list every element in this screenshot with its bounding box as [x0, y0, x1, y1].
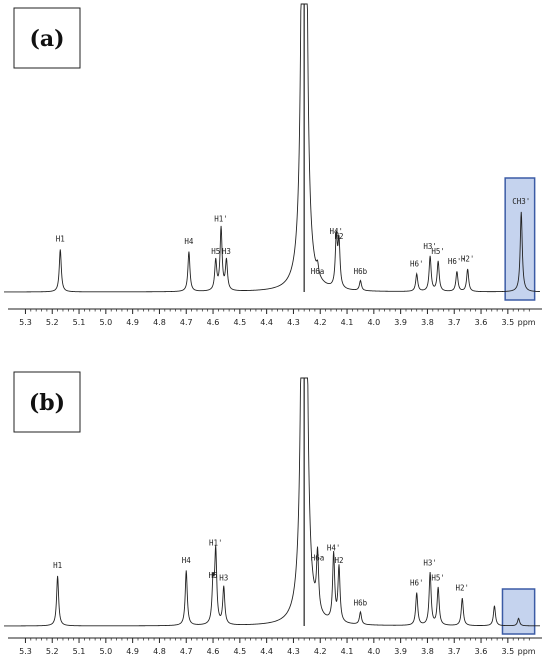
x-tick-label: 5.3: [19, 647, 32, 656]
x-tick-label: 4.1: [341, 318, 354, 327]
spectrum-panel-a: H1 H4 H5 H1' H3 H6a H4'H2 H6b H6' H3'H5'H6''H2' CH…: [4, 3, 542, 327]
panel-tag: (a): [29, 26, 64, 52]
peak-label: H1': [214, 215, 228, 224]
peak-label: H3: [219, 574, 228, 583]
x-tick-label: 4.8: [153, 647, 166, 656]
x-tick-label: 4.8: [153, 318, 166, 327]
x-unit-label: ppm: [518, 318, 536, 327]
peak-label: H2': [456, 584, 470, 593]
x-tick-label: 3.8: [421, 318, 434, 327]
peak-label: H6': [410, 579, 424, 588]
x-tick-label: 5.0: [99, 318, 112, 327]
x-tick-label: 4.3: [287, 647, 300, 656]
peak-label: H6'': [448, 257, 466, 266]
peak-label: H5: [209, 571, 218, 580]
x-tick-label: 3.7: [448, 647, 461, 656]
highlight-box: [501, 588, 536, 635]
peak-label: H4: [184, 237, 194, 246]
peak-label: H5: [211, 247, 220, 256]
x-tick-label: 4.2: [314, 647, 327, 656]
peak-label: H1': [209, 539, 223, 548]
x-tick-label: 4.7: [180, 318, 193, 327]
peak-label: H2': [461, 255, 475, 264]
x-tick-label: 3.6: [475, 647, 488, 656]
x-tick-label: 4.9: [126, 318, 139, 327]
peak-label: H6b: [354, 267, 368, 276]
panel-tag-box: [13, 371, 81, 433]
x-tick-label: 5.1: [73, 647, 86, 656]
peak-label: H6b: [354, 599, 368, 608]
peak-label: H3': [423, 559, 437, 568]
x-tick-label: 4.4: [260, 647, 273, 656]
peak-label: H6': [410, 260, 424, 269]
peak-label: H4': [330, 227, 344, 236]
x-tick-label: 4.2: [314, 318, 327, 327]
x-tick-label: 4.7: [180, 647, 193, 656]
x-tick-label: 4.9: [126, 647, 139, 656]
x-tick-label: 3.8: [421, 647, 434, 656]
x-tick-label: 5.2: [46, 318, 59, 327]
peak-label: H4': [327, 544, 341, 553]
spectrum-line: [4, 3, 541, 293]
peak-label: H5': [431, 247, 445, 256]
x-tick-label: 5.3: [19, 318, 32, 327]
x-tick-label: 3.9: [394, 647, 407, 656]
highlight-box: [504, 177, 536, 301]
x-tick-label: 4.5: [233, 647, 246, 656]
peak-label: H5': [431, 574, 445, 583]
x-tick-label: 4.0: [367, 318, 380, 327]
x-tick-label: 4.0: [367, 647, 380, 656]
spectrum-line: [4, 377, 540, 627]
peak-label: H4: [182, 556, 192, 565]
x-tick-label: 3.5: [501, 318, 514, 327]
peak-label: H1: [56, 235, 65, 244]
x-tick-label: 3.7: [448, 318, 461, 327]
peak-label: H6a: [311, 554, 325, 563]
x-tick-label: 4.6: [207, 318, 220, 327]
x-tick-label: 3.9: [394, 318, 407, 327]
x-tick-label: 4.3: [287, 318, 300, 327]
peak-label: H2: [334, 232, 343, 241]
x-unit-label: ppm: [518, 647, 536, 656]
x-tick-label: 5.0: [99, 647, 112, 656]
peak-label: H3': [423, 242, 437, 251]
peak-label: H3: [222, 247, 231, 256]
x-tick-label: 3.6: [475, 318, 488, 327]
peak-label: H2: [334, 556, 343, 565]
panel-tag: (b): [29, 390, 65, 416]
x-tick-label: 4.6: [207, 647, 220, 656]
x-tick-label: 4.4: [260, 318, 273, 327]
x-tick-label: 4.1: [341, 647, 354, 656]
x-tick-label: 5.2: [46, 647, 59, 656]
peak-label: CH3': [512, 197, 530, 206]
x-tick-label: 5.1: [73, 318, 86, 327]
panel-tag-box: [13, 7, 81, 69]
x-tick-label: 4.5: [233, 318, 246, 327]
peak-label: H6a: [311, 267, 325, 276]
x-tick-label: 3.5: [501, 647, 514, 656]
peak-label: H1: [53, 561, 62, 570]
